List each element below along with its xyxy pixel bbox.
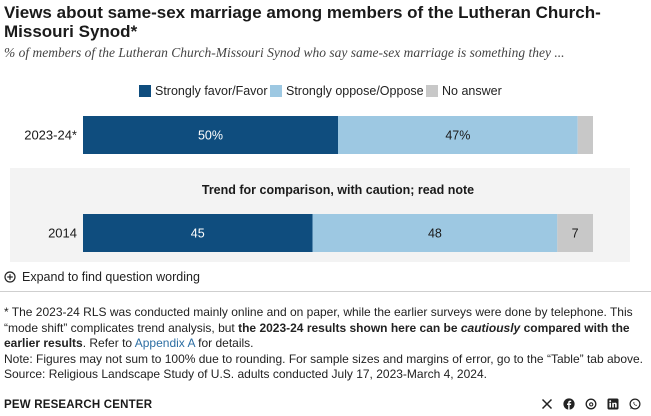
chart-legend: Strongly favor/Favor Strongly oppose/Opp… <box>0 84 651 100</box>
note-bold: the 2023-24 results shown here can be ca… <box>4 321 630 351</box>
trend-caution-annotation: Trend for comparison, with caution; read… <box>202 183 474 197</box>
facebook-icon[interactable] <box>563 398 575 410</box>
chart-plot: Trend for comparison, with caution; read… <box>10 116 630 262</box>
x-icon[interactable] <box>541 398 553 410</box>
bar-segment <box>83 116 338 154</box>
expand-label: Expand to find question wording <box>22 270 200 284</box>
legend-swatch-no-answer <box>426 85 438 97</box>
chart-notes: * The 2023-24 RLS was conducted mainly o… <box>4 305 644 383</box>
legend-label-no-answer: No answer <box>442 84 502 98</box>
legend-label-oppose: Strongly oppose/Oppose <box>286 84 424 98</box>
bar-segment <box>312 214 558 252</box>
linkedin-icon[interactable] <box>607 398 619 410</box>
bar-segment <box>577 116 593 154</box>
appendix-link[interactable]: Appendix A <box>134 336 195 350</box>
note-text-2: . Refer to <box>82 336 135 350</box>
note-italic: cautiously <box>460 320 521 335</box>
data-label: 47% <box>445 129 470 143</box>
data-label: 7 <box>572 227 579 241</box>
data-label: 50% <box>198 129 223 143</box>
expand-question-wording[interactable]: Expand to find question wording <box>4 270 200 284</box>
data-label: 48 <box>428 227 442 241</box>
divider <box>0 291 651 292</box>
category-label: 2023-24* <box>24 128 77 143</box>
legend-item-oppose: Strongly oppose/Oppose <box>270 84 424 98</box>
mode-shift-note: * The 2023-24 RLS was conducted mainly o… <box>4 305 644 352</box>
bar-segment <box>83 214 313 252</box>
note-bold-text: the 2023-24 results shown here can be <box>238 320 461 335</box>
note-bold-text-2: compared with the earlier results <box>4 320 630 351</box>
plus-circle-icon <box>4 271 16 283</box>
bar-segment <box>557 214 593 252</box>
chart-title: Views about same-sex marriage among memb… <box>4 3 601 41</box>
rounding-note: Note: Figures may not sum to 100% due to… <box>4 351 643 366</box>
social-share-bar <box>541 398 641 410</box>
legend-swatch-oppose <box>270 85 282 97</box>
category-label: 2014 <box>48 226 77 241</box>
source-note: Source: Religious Landscape Study of U.S… <box>4 367 487 381</box>
note-text: * The 2023-24 RLS was conducted mainly o… <box>4 305 633 335</box>
org-logo-text: PEW RESEARCH CENTER <box>4 399 153 411</box>
whatsapp-icon[interactable] <box>629 398 641 410</box>
data-label: 45 <box>191 227 205 241</box>
chart-subtitle: % of members of the Lutheran Church-Miss… <box>4 45 565 60</box>
legend-item-favor: Strongly favor/Favor <box>139 84 268 98</box>
legend-item-no-answer: No answer <box>426 84 502 98</box>
bar-segment <box>338 116 578 154</box>
legend-swatch-favor <box>139 85 151 97</box>
note-text-3: for details. <box>194 336 254 350</box>
legend-label-favor: Strongly favor/Favor <box>155 84 268 98</box>
threads-icon[interactable] <box>585 398 597 410</box>
